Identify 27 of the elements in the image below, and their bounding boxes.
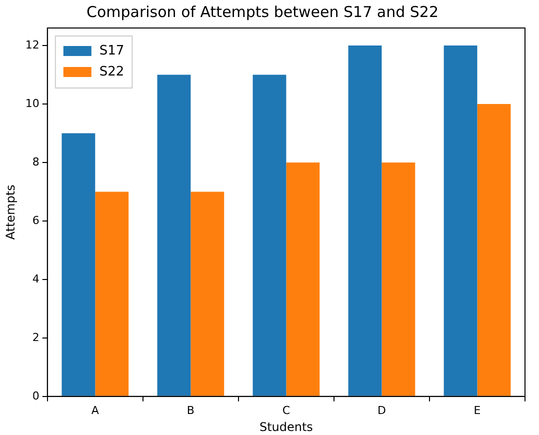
y-tick-label: 2 — [32, 330, 40, 344]
x-tick-label: D — [377, 404, 386, 417]
x-tick-label: B — [186, 404, 194, 417]
bar — [477, 104, 511, 396]
y-tick-label: 12 — [25, 38, 40, 52]
bar — [444, 46, 478, 396]
legend-label: S17 — [99, 43, 124, 58]
x-tick-label: C — [282, 404, 290, 417]
bar — [286, 162, 320, 396]
bar — [95, 192, 129, 396]
y-tick-label: 4 — [32, 272, 40, 286]
bar — [157, 74, 191, 396]
y-tick-label: 6 — [32, 214, 40, 227]
bar — [190, 192, 224, 396]
x-axis-title: Students — [259, 420, 313, 434]
bar — [252, 74, 286, 396]
y-axis-title: Attempts — [3, 184, 18, 240]
y-tick-label: 0 — [32, 389, 40, 402]
x-tick-label: E — [474, 404, 481, 417]
bar — [348, 46, 382, 396]
legend-label: S22 — [99, 64, 124, 80]
x-tick-label: A — [91, 404, 100, 417]
y-tick-label: 10 — [25, 96, 40, 110]
bar — [382, 162, 416, 396]
y-tick-label: 8 — [32, 155, 40, 168]
chart-title: Comparison of Attempts between S17 and S22 — [86, 2, 438, 21]
bar — [62, 133, 96, 396]
